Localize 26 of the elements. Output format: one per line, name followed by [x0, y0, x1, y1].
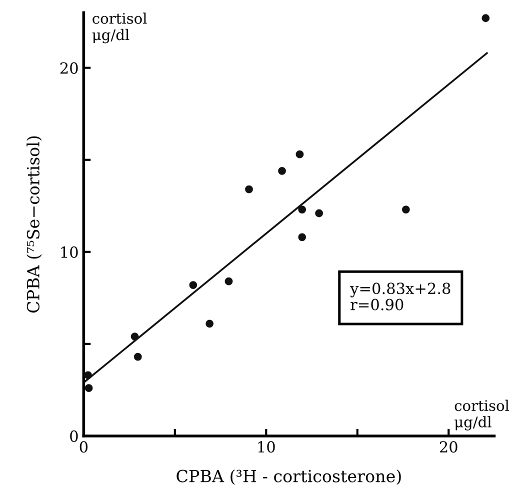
point [84, 371, 92, 380]
point [224, 277, 233, 286]
point [296, 150, 304, 158]
point [189, 281, 198, 289]
x-tick-label: 20 [440, 441, 458, 453]
point [278, 166, 286, 175]
y-axis-title: CPBA (⁷⁵Se−cortisol) [26, 136, 42, 313]
y-tick-label: 20 [60, 62, 78, 74]
annotation: cortisol μg/dl [92, 12, 147, 44]
annotation: cortisol μg/dl [454, 400, 510, 430]
x-tick-label: 10 [258, 441, 275, 453]
annotation: y=0.83x+2.8 r=0.90 [350, 282, 450, 310]
point [298, 206, 306, 214]
x-tick-label: 0 [80, 441, 88, 453]
point [482, 14, 490, 22]
point [245, 185, 253, 194]
point [315, 209, 324, 218]
point [298, 233, 306, 242]
y-tick-label: 0 [70, 430, 78, 442]
point [130, 332, 139, 341]
point [402, 206, 410, 214]
point [134, 352, 142, 361]
point [84, 384, 93, 392]
point [206, 320, 214, 328]
x-axis-title: CPBA (³H - corticosterone) [176, 469, 401, 485]
y-tick-label: 10 [61, 246, 78, 258]
